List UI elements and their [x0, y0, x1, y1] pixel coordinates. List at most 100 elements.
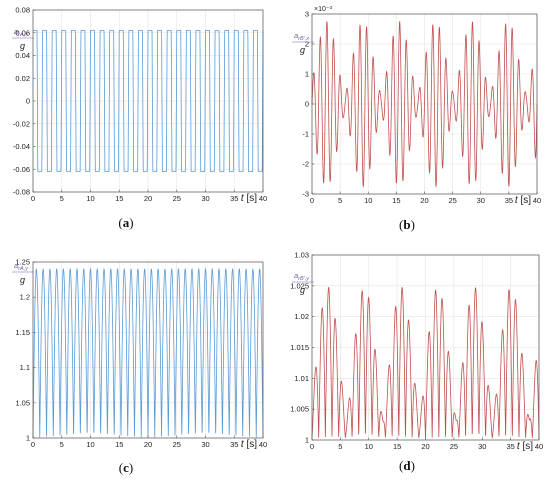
- x-tick-label: 40: [259, 440, 267, 449]
- x-tick-label: 20: [144, 194, 152, 203]
- y-tick-label: -0.06: [13, 165, 30, 174]
- chart-panel-3: 0 5 10 15 20 25 30 35 40 1 1.05 1.1 1.15 1.2 1.25arA,y…: [12, 258, 267, 475]
- x-axis-var: t: [241, 439, 247, 450]
- x-tick-label: 5: [60, 440, 64, 449]
- x-tick-label: 10: [86, 194, 94, 203]
- x-tick-label: 40: [533, 196, 541, 205]
- x-axis-unit: [s]: [246, 439, 257, 450]
- x-axis-unit: [s]: [522, 441, 533, 452]
- y-label-numerator: arA,y: [14, 261, 29, 272]
- y-label-numerator: arB',y: [294, 271, 310, 282]
- series-line: [33, 30, 264, 172]
- y-tick-label: 0: [305, 100, 309, 109]
- y-tick-label: 1.02: [294, 312, 309, 321]
- y-tick-label: 1.05: [15, 398, 30, 407]
- x-axis-unit: [s]: [246, 193, 257, 204]
- y-tick-label: 0.06: [15, 28, 30, 37]
- y-tick-label: 1: [305, 436, 309, 445]
- y-tick-label: 1.005: [290, 405, 309, 414]
- x-axis-label: t [s]: [515, 195, 531, 206]
- y-tick-label: 0: [26, 97, 30, 106]
- x-tick-label: 15: [115, 440, 123, 449]
- y-axis-label: arB',y g: [292, 271, 314, 295]
- y-tick-label: 3: [305, 10, 309, 19]
- x-axis-var: t: [241, 193, 247, 204]
- x-tick-label: 35: [506, 442, 514, 451]
- y-tick-label: -0.08: [13, 188, 30, 197]
- x-tick-label: 10: [365, 442, 373, 451]
- x-tick-label: 0: [31, 194, 35, 203]
- x-tick-label: 20: [421, 442, 429, 451]
- x-tick-label: 25: [450, 442, 458, 451]
- x-tick-label: 25: [448, 196, 456, 205]
- panel-letter: c: [123, 460, 129, 475]
- y-tick-label: 1: [305, 70, 309, 79]
- x-tick-label: 5: [338, 196, 342, 205]
- x-tick-label: 35: [230, 194, 238, 203]
- x-axis-label: t [s]: [517, 441, 533, 452]
- x-tick-label: 5: [60, 194, 64, 203]
- y-tick-label: 0.04: [15, 51, 30, 60]
- panel-letter: a: [123, 215, 130, 230]
- x-tick-label: 25: [173, 440, 181, 449]
- chart-panel-1: 0 5 10 15 20 25 30 35 40 -0.08 -0.06 -0.04 -0.02 0 0.0…: [12, 6, 267, 230]
- panel-caption: (a): [118, 215, 133, 230]
- y-tick-label: -0.02: [13, 119, 30, 128]
- y-tick-label: -2: [302, 160, 309, 169]
- x-tick-label: 0: [310, 442, 314, 451]
- x-tick-label: 15: [393, 442, 401, 451]
- y-tick-label: 1.025: [290, 281, 309, 290]
- x-tick-label: 35: [230, 440, 238, 449]
- y-tick-label: 0.02: [15, 74, 30, 83]
- y-label-subscript: rA,y: [18, 266, 29, 272]
- x-tick-label: 15: [392, 196, 400, 205]
- y-tick-label: 1.1: [20, 363, 30, 372]
- y-axis-label: arA,y g: [12, 261, 34, 285]
- x-tick-label: 30: [201, 194, 209, 203]
- x-axis-var: t: [517, 441, 523, 452]
- x-axis-label: t [s]: [241, 439, 257, 450]
- x-tick-label: 0: [310, 196, 314, 205]
- y-tick-label: 1: [26, 434, 30, 443]
- y-tick-label: 2: [305, 40, 309, 49]
- x-tick-label: 25: [173, 194, 181, 203]
- panel-letter: d: [403, 458, 411, 473]
- x-axis-unit: [s]: [520, 195, 531, 206]
- x-tick-label: 30: [201, 440, 209, 449]
- x-tick-label: 15: [115, 194, 123, 203]
- y-label-subscript: rB',y: [298, 276, 310, 282]
- y-label-denominator: g: [300, 285, 305, 295]
- x-tick-label: 10: [364, 196, 372, 205]
- y-tick-label: 1.25: [15, 258, 30, 267]
- y-tick-label: -0.04: [13, 142, 30, 151]
- series-line: [311, 21, 538, 188]
- y-label-numerator: arB',x: [294, 31, 309, 42]
- x-tick-label: 40: [535, 442, 543, 451]
- y-tick-label: 1.03: [294, 251, 309, 260]
- x-tick-label: 30: [477, 196, 485, 205]
- x-tick-label: 0: [31, 440, 35, 449]
- y-label-subscript: rA,x: [18, 32, 28, 38]
- y-label-denominator: g: [300, 45, 305, 55]
- x-tick-label: 5: [338, 442, 342, 451]
- chart-panel-2: 0 5 10 15 20 25 30 35 40 -3 -2 -1 0 1 2 3 ×10⁻³ arB',x g t …: [292, 6, 541, 232]
- y-axis-label: arB',x g: [292, 31, 314, 55]
- chart-panel-4: 0 5 10 15 20 25 30 35 40 1 1.005 1.01 1.015 1.02 1.025…: [290, 251, 543, 474]
- y-tick-label: -1: [302, 130, 309, 139]
- y-label-numerator: arA,x: [14, 27, 28, 38]
- x-tick-label: 30: [478, 442, 486, 451]
- x-tick-label: 20: [144, 440, 152, 449]
- y-tick-label: -3: [302, 190, 309, 199]
- y-tick-label: 1.2: [20, 293, 30, 302]
- panel-caption: (d): [399, 458, 415, 473]
- y-tick-label: 1.015: [290, 343, 309, 352]
- y-tick-label: 1.01: [294, 374, 309, 383]
- x-tick-label: 35: [505, 196, 513, 205]
- panel-caption: (c): [119, 460, 133, 475]
- x-tick-label: 10: [86, 440, 94, 449]
- y-label-denominator: g: [20, 41, 25, 51]
- panel-caption: (b): [399, 217, 415, 232]
- y-exponent-label: ×10⁻³: [314, 6, 333, 13]
- y-tick-label: 0.08: [15, 6, 30, 15]
